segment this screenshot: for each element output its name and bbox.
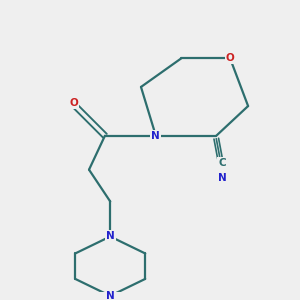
- Text: O: O: [226, 53, 234, 63]
- Text: N: N: [218, 173, 226, 183]
- Text: N: N: [152, 131, 160, 141]
- Text: N: N: [106, 291, 115, 300]
- Text: N: N: [106, 232, 115, 242]
- Text: C: C: [218, 158, 226, 169]
- Text: O: O: [69, 98, 78, 108]
